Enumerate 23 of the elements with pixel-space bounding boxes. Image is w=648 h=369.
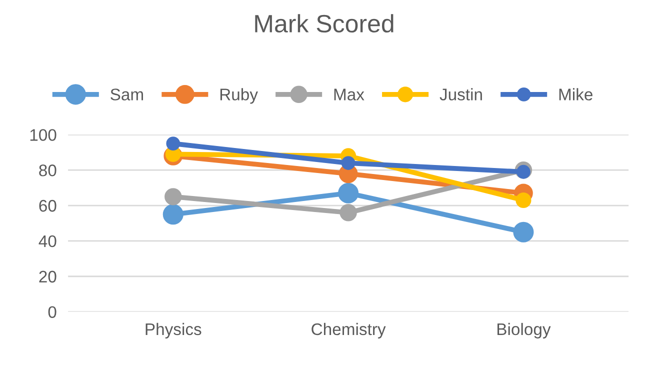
point [162,204,184,225]
y-tick-label: 40 [38,235,56,248]
y-tick-label: 80 [39,164,56,176]
legend-label: Justin [440,88,482,100]
x-tick-label: Chemistry [312,322,386,338]
legend-label: Sam [110,88,143,100]
y-tick-label: 0 [48,306,56,318]
y-tick-label: 100 [30,129,56,141]
point [341,156,356,170]
legend-label: Max [334,88,364,100]
point [513,222,534,242]
legend-label: Ruby [220,88,258,104]
point [164,188,182,206]
point [166,136,180,150]
point [516,192,532,208]
chart-title: Mark Scored [255,14,394,33]
y-tick-label: 20 [39,270,56,283]
y-tick-label: 60 [39,200,56,212]
legend-label: Mike [559,88,592,100]
x-tick-label: Biology [498,322,551,338]
point [338,182,359,204]
point [340,204,357,222]
x-tick-label: Physics [146,322,202,338]
